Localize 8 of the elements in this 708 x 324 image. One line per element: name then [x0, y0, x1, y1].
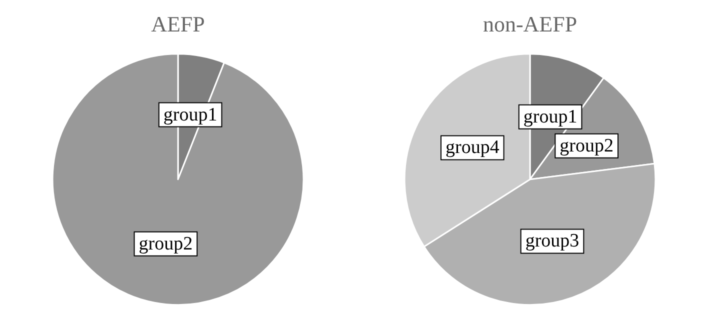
slice-label: group2	[138, 233, 193, 254]
chart-title: AEFP	[151, 12, 205, 36]
slice-label: group3	[525, 230, 580, 252]
chart-title: non-AEFP	[482, 12, 578, 36]
slice-label: group1	[163, 104, 218, 126]
slice-label: group4	[445, 137, 500, 158]
slice-label: group2	[560, 135, 614, 156]
slice-label: group1	[523, 106, 578, 128]
